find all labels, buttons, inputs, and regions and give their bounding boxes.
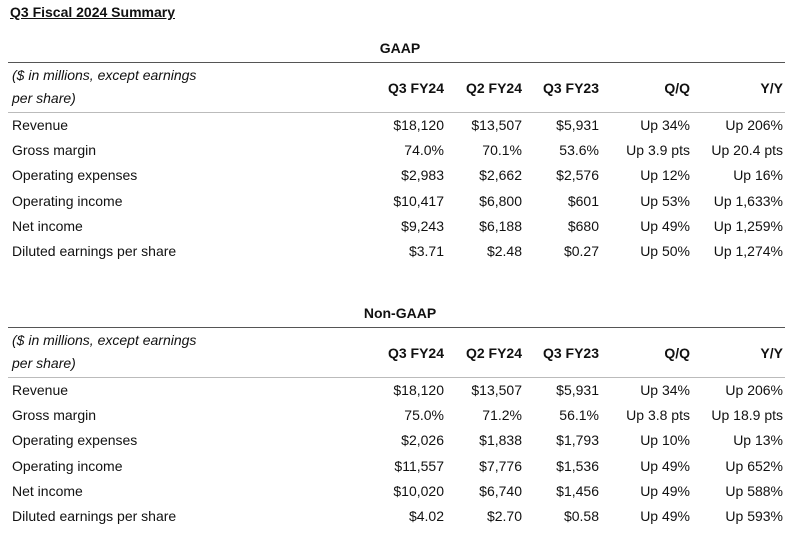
cell: Up 1,274%	[713, 243, 783, 259]
cell: Up 34%	[640, 382, 690, 398]
cell: $13,507	[471, 382, 522, 398]
cell: Up 652%	[725, 457, 783, 474]
cell: $2,026	[401, 432, 444, 449]
row-label: Gross margin	[12, 407, 97, 424]
cell: Up 49%	[640, 482, 690, 499]
cell: $5,931	[556, 117, 599, 133]
column-header: Q3 FY23	[542, 80, 599, 96]
row-label: Revenue	[12, 117, 69, 133]
cell: Up 593%	[725, 508, 783, 524]
section-title: GAAP	[379, 40, 421, 56]
cell: $5,931	[556, 382, 599, 398]
cell: $4.02	[408, 508, 444, 524]
cell: Up 10%	[640, 432, 690, 449]
cell: $18,120	[393, 117, 444, 133]
row-label: Net income	[12, 217, 83, 234]
column-header: Q3 FY24	[387, 345, 444, 361]
cell: $2,983	[401, 167, 444, 184]
column-header: Y/Y	[760, 80, 783, 96]
cell: 70.1%	[482, 142, 522, 159]
cell: Up 49%	[640, 217, 690, 234]
cell: $1,793	[556, 432, 599, 449]
cell: $6,740	[479, 482, 522, 499]
cell: $0.58	[563, 508, 599, 524]
cell: $13,507	[471, 117, 522, 133]
cell: $1,536	[556, 457, 599, 474]
cell: Up 53%	[640, 192, 690, 209]
cell: $6,800	[479, 192, 522, 209]
row-label: Operating income	[12, 457, 123, 474]
rule	[8, 377, 785, 378]
cell: Up 49%	[640, 457, 690, 474]
column-header: Q/Q	[664, 345, 690, 361]
cell: Up 206%	[725, 382, 783, 398]
cell: $18,120	[393, 382, 444, 398]
cell: Up 206%	[725, 117, 783, 133]
cell: Up 588%	[725, 482, 783, 499]
column-header: Q3 FY23	[542, 345, 599, 361]
cell: $11,557	[394, 457, 444, 474]
cell: Up 1,259%	[713, 217, 783, 234]
cell: $10,417	[393, 192, 444, 209]
cell: Up 13%	[733, 432, 783, 449]
cell: $6,188	[479, 217, 522, 234]
cell: Up 3.9 pts	[626, 142, 690, 159]
column-header: Q/Q	[664, 80, 690, 96]
cell: $10,020	[393, 482, 444, 499]
cell: 56.1%	[559, 407, 599, 424]
cell: 71.2%	[482, 407, 522, 424]
column-header: Q2 FY24	[465, 80, 522, 96]
header-note: ($ in millions, except earnings per shar…	[12, 332, 197, 371]
column-header: Y/Y	[760, 345, 783, 361]
cell: Up 50%	[640, 243, 690, 259]
cell: Up 12%	[640, 167, 690, 184]
cell: $2.70	[486, 508, 522, 524]
header-note: ($ in millions, except earnings per shar…	[12, 67, 197, 106]
cell: $1,838	[479, 432, 522, 449]
cell: $9,243	[401, 217, 444, 234]
cell: Up 3.8 pts	[626, 407, 690, 424]
cell: $3.71	[408, 243, 444, 259]
cell: 53.6%	[559, 142, 599, 159]
cell: $2,576	[556, 167, 599, 184]
row-label: Diluted earnings per share	[12, 508, 177, 524]
row-label: Gross margin	[12, 142, 97, 159]
rule	[8, 112, 785, 113]
title: Q3 Fiscal 2024 Summary	[10, 4, 175, 20]
cell: 74.0%	[404, 142, 444, 159]
row-label: Diluted earnings per share	[12, 243, 177, 259]
row-label: Revenue	[12, 382, 69, 398]
cell: $601	[567, 192, 599, 209]
cell: $1,456	[556, 482, 599, 499]
cell: $7,776	[479, 457, 522, 474]
cell: 75.0%	[404, 407, 444, 424]
section-title: Non-GAAP	[363, 305, 437, 321]
cell: Up 49%	[640, 508, 690, 524]
cell: Up 34%	[640, 117, 690, 133]
cell: $2.48	[486, 243, 522, 259]
cell: $680	[567, 217, 599, 234]
row-label: Operating expenses	[12, 167, 138, 184]
cell: $0.27	[563, 243, 599, 259]
cell: Up 1,633%	[713, 192, 783, 209]
column-header: Q3 FY24	[387, 80, 444, 96]
rule	[8, 62, 785, 63]
row-label: Operating income	[12, 192, 123, 209]
cell: Up 18.9 pts	[711, 407, 783, 424]
cell: Up 16%	[733, 167, 783, 184]
row-label: Operating expenses	[12, 432, 138, 449]
row-label: Net income	[12, 482, 83, 499]
cell: Up 20.4 pts	[711, 142, 783, 159]
cell: $2,662	[479, 167, 522, 184]
rule	[8, 327, 785, 328]
column-header: Q2 FY24	[465, 345, 522, 361]
